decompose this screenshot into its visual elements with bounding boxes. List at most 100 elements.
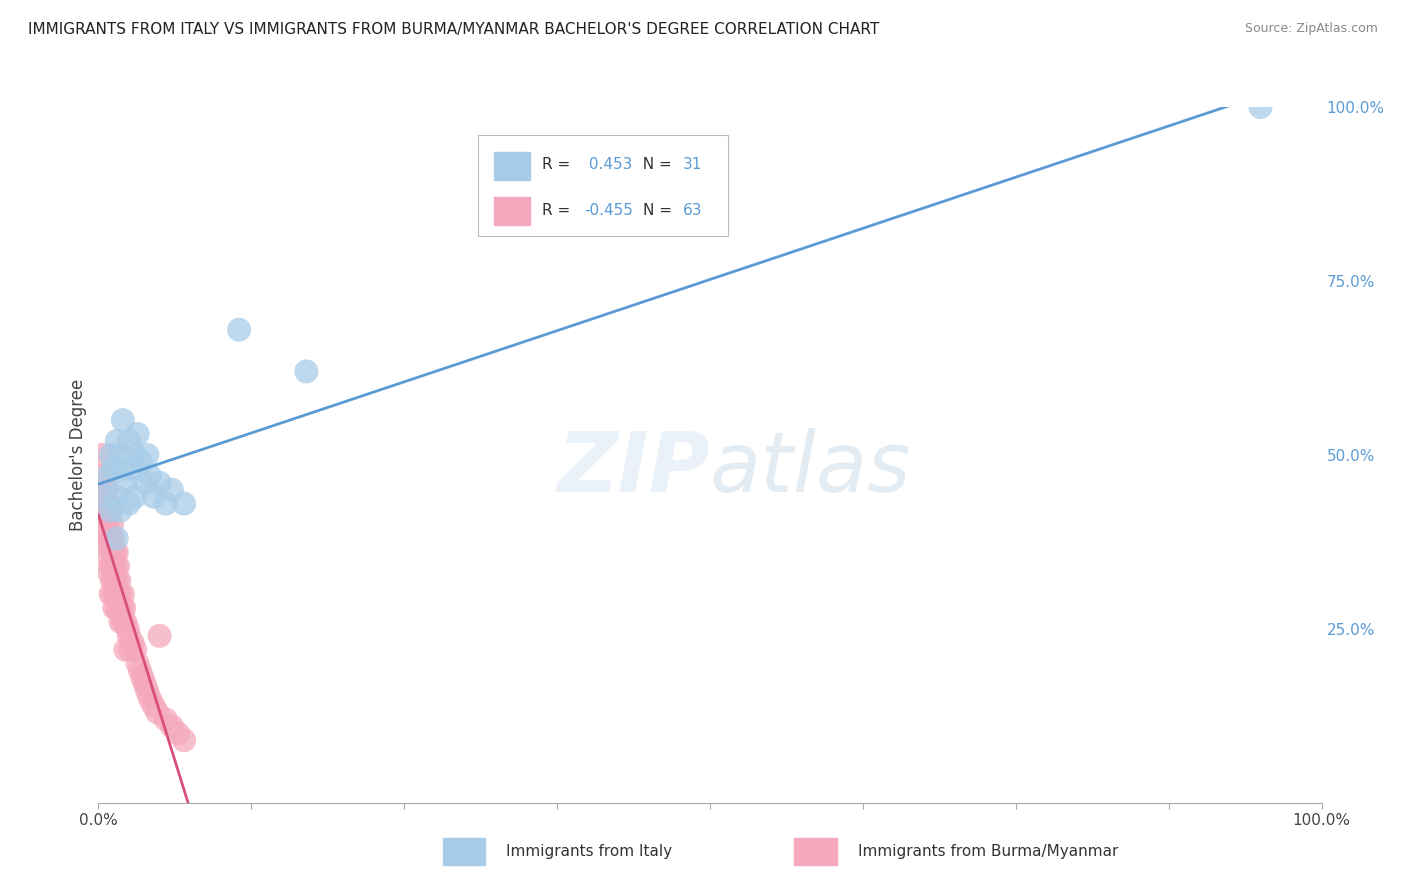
- Text: ZIP: ZIP: [557, 428, 710, 509]
- Point: [101, 517, 124, 532]
- Point: [103, 601, 125, 615]
- Point: [114, 642, 136, 657]
- Point: [100, 532, 122, 546]
- Point: [118, 497, 141, 511]
- Point: [136, 448, 159, 462]
- Point: [91, 468, 114, 483]
- Bar: [494, 153, 530, 180]
- Point: [117, 622, 139, 636]
- Point: [101, 587, 124, 601]
- Point: [155, 497, 177, 511]
- FancyBboxPatch shape: [478, 135, 728, 235]
- Point: [155, 712, 177, 726]
- Point: [173, 733, 195, 747]
- Point: [105, 545, 128, 559]
- Point: [97, 497, 120, 511]
- Point: [97, 552, 120, 566]
- Text: 0.453: 0.453: [583, 157, 633, 172]
- Point: [104, 559, 127, 574]
- Text: 31: 31: [683, 157, 703, 172]
- Text: 63: 63: [683, 202, 703, 218]
- Point: [142, 698, 165, 713]
- Point: [160, 719, 183, 733]
- Point: [105, 490, 128, 504]
- Point: [114, 615, 136, 629]
- Point: [111, 601, 134, 615]
- Point: [118, 629, 141, 643]
- Point: [124, 490, 146, 504]
- Point: [98, 510, 121, 524]
- Point: [100, 448, 122, 462]
- Point: [103, 545, 125, 559]
- Text: -0.455: -0.455: [583, 202, 633, 218]
- Point: [124, 642, 146, 657]
- Point: [127, 427, 149, 442]
- Point: [97, 524, 120, 539]
- Text: N =: N =: [643, 202, 676, 218]
- Point: [105, 573, 128, 587]
- Point: [167, 726, 190, 740]
- Point: [101, 532, 124, 546]
- Text: Immigrants from Burma/Myanmar: Immigrants from Burma/Myanmar: [858, 845, 1118, 859]
- Point: [1249, 100, 1271, 114]
- Point: [121, 636, 143, 650]
- Point: [101, 573, 124, 587]
- Point: [105, 434, 128, 448]
- Point: [96, 538, 118, 552]
- Point: [111, 462, 134, 476]
- Point: [103, 573, 125, 587]
- Point: [139, 468, 162, 483]
- Point: [96, 483, 118, 497]
- Point: [108, 573, 131, 587]
- Point: [91, 448, 114, 462]
- Point: [110, 615, 132, 629]
- Point: [101, 462, 124, 476]
- Point: [149, 475, 172, 490]
- Point: [100, 559, 122, 574]
- Point: [110, 448, 132, 462]
- Point: [111, 615, 134, 629]
- Point: [114, 475, 136, 490]
- Point: [94, 532, 117, 546]
- Point: [100, 503, 122, 517]
- Point: [100, 587, 122, 601]
- Point: [160, 483, 183, 497]
- Point: [98, 566, 121, 581]
- Text: IMMIGRANTS FROM ITALY VS IMMIGRANTS FROM BURMA/MYANMAR BACHELOR'S DEGREE CORRELA: IMMIGRANTS FROM ITALY VS IMMIGRANTS FROM…: [28, 22, 879, 37]
- Point: [108, 601, 131, 615]
- Point: [101, 545, 124, 559]
- Point: [146, 706, 169, 720]
- Point: [93, 490, 115, 504]
- Point: [124, 448, 146, 462]
- Point: [129, 455, 152, 469]
- Point: [129, 664, 152, 678]
- Point: [120, 642, 142, 657]
- Point: [107, 587, 129, 601]
- Text: atlas: atlas: [710, 428, 911, 509]
- Point: [149, 629, 172, 643]
- Text: N =: N =: [633, 157, 676, 172]
- Point: [134, 475, 156, 490]
- Point: [142, 490, 165, 504]
- Text: R =: R =: [543, 202, 575, 218]
- Point: [134, 677, 156, 691]
- Point: [110, 503, 132, 517]
- Point: [100, 503, 122, 517]
- Point: [131, 671, 153, 685]
- Point: [105, 601, 128, 615]
- Point: [111, 587, 134, 601]
- Text: Immigrants from Italy: Immigrants from Italy: [506, 845, 672, 859]
- Point: [112, 601, 135, 615]
- Point: [139, 691, 162, 706]
- Point: [97, 468, 120, 483]
- Point: [101, 559, 124, 574]
- Point: [98, 538, 121, 552]
- Text: R =: R =: [543, 157, 575, 172]
- Point: [96, 510, 118, 524]
- Point: [105, 532, 128, 546]
- Point: [110, 587, 132, 601]
- Point: [94, 503, 117, 517]
- Point: [127, 657, 149, 671]
- Bar: [494, 197, 530, 226]
- Point: [93, 517, 115, 532]
